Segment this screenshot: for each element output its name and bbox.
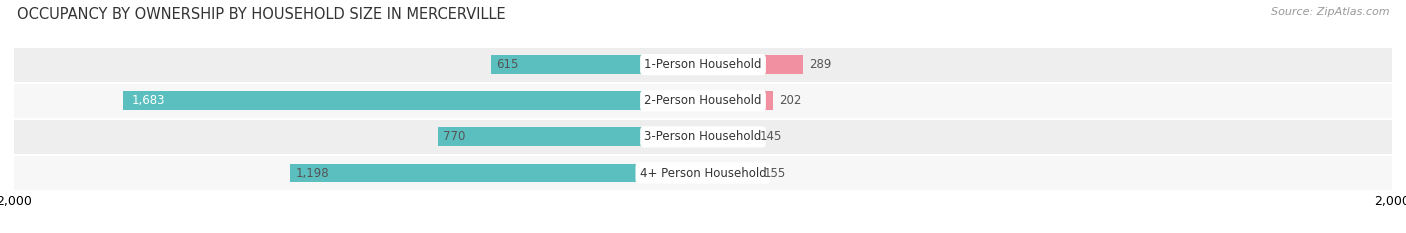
Bar <box>124 91 703 110</box>
Text: 202: 202 <box>779 94 801 107</box>
Bar <box>491 55 703 74</box>
Bar <box>703 91 772 110</box>
Text: 3-Person Household: 3-Person Household <box>644 130 762 143</box>
Bar <box>703 127 754 146</box>
Bar <box>14 47 1392 83</box>
Text: OCCUPANCY BY OWNERSHIP BY HOUSEHOLD SIZE IN MERCERVILLE: OCCUPANCY BY OWNERSHIP BY HOUSEHOLD SIZE… <box>17 7 506 22</box>
Bar <box>437 127 703 146</box>
Text: 1-Person Household: 1-Person Household <box>644 58 762 71</box>
Text: Source: ZipAtlas.com: Source: ZipAtlas.com <box>1271 7 1389 17</box>
Bar <box>14 119 1392 155</box>
Text: 770: 770 <box>443 130 465 143</box>
Bar <box>290 164 703 182</box>
Bar <box>14 155 1392 191</box>
Bar <box>703 164 756 182</box>
Bar <box>14 83 1392 119</box>
Text: 1,683: 1,683 <box>132 94 166 107</box>
Text: 2-Person Household: 2-Person Household <box>644 94 762 107</box>
Bar <box>703 55 803 74</box>
Text: 289: 289 <box>810 58 832 71</box>
Text: 1,198: 1,198 <box>295 167 329 179</box>
Text: 145: 145 <box>759 130 782 143</box>
Text: 615: 615 <box>496 58 519 71</box>
Text: 155: 155 <box>763 167 786 179</box>
Text: 4+ Person Household: 4+ Person Household <box>640 167 766 179</box>
